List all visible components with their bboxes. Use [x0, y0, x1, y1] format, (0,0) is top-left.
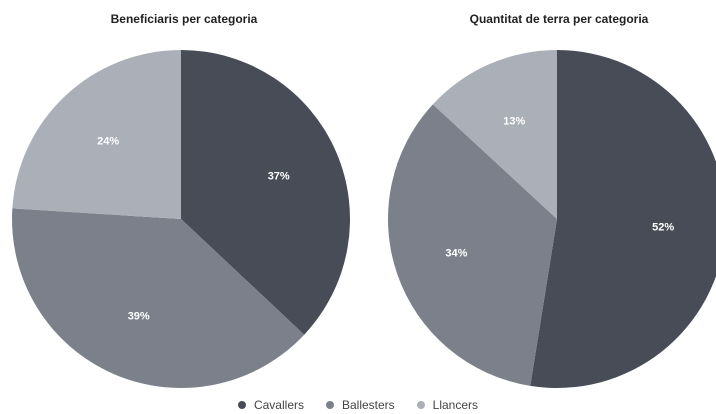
pie-slice-cavallers [530, 50, 716, 388]
legend: Cavallers Ballesters Llancers [0, 396, 716, 414]
slice-label-llancers: 13% [503, 115, 525, 127]
legend-label-ballesters: Ballesters [341, 398, 395, 412]
pie-slice-ballesters [11, 208, 305, 389]
pie-slice-llancers [432, 50, 557, 219]
legend-item-cavallers: Cavallers [237, 398, 304, 412]
pie-slice-ballesters [388, 104, 557, 386]
slice-label-ballesters: 34% [445, 248, 467, 260]
slice-label-ballesters: 39% [128, 311, 150, 323]
chart-title-terra: Quantitat de terra per categoria [469, 12, 649, 26]
pie-beneficiaris: 37% 39% 24% [11, 50, 350, 389]
pie-charts-canvas: 37% 39% 24% 52% 34% 13% [11, 50, 716, 389]
pie-terra: 52% 34% 13% [388, 50, 716, 388]
slice-label-cavallers: 37% [268, 171, 290, 183]
slice-label-llancers: 24% [97, 135, 119, 147]
chart-title-beneficiaris: Beneficiaris per categoria [110, 12, 258, 26]
legend-swatch-cavallers [237, 401, 246, 409]
legend-item-llancers: Llancers [416, 398, 479, 412]
legend-label-llancers: Llancers [432, 398, 479, 412]
pie-slice-cavallers [181, 50, 350, 335]
legend-swatch-llancers [416, 401, 425, 409]
slice-label-cavallers: 52% [652, 221, 674, 233]
pie-slice-llancers [12, 50, 182, 219]
legend-item-ballesters: Ballesters [325, 398, 395, 412]
legend-label-cavallers: Cavallers [253, 398, 304, 412]
legend-swatch-ballesters [325, 401, 334, 409]
